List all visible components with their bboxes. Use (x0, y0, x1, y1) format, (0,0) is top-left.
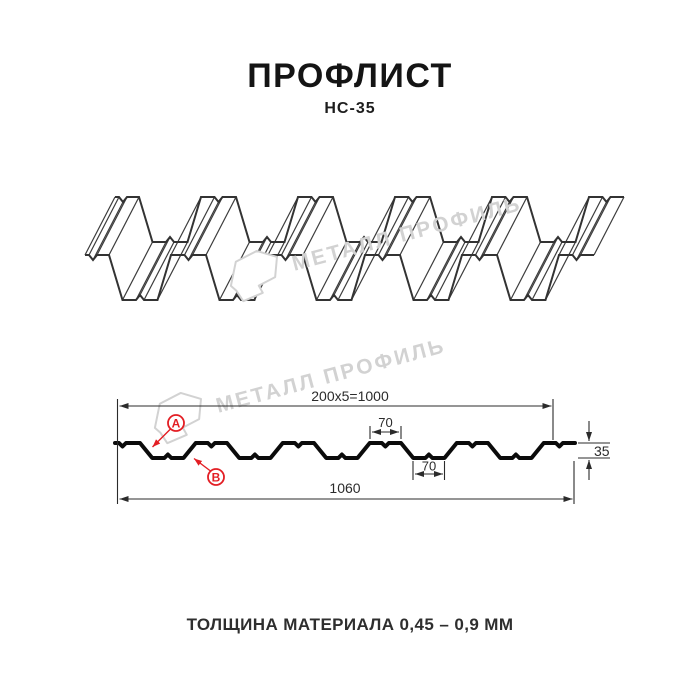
dim-cover-width-label: 200x5=1000 (311, 388, 389, 404)
dim-bottom-flange-label: 70 (422, 459, 436, 474)
marker-b-circle (207, 468, 225, 486)
dim-height-label: 35 (594, 443, 610, 459)
metall-profil-logo-icon (229, 249, 278, 303)
sheet-3d-view (84, 196, 625, 301)
side-markers: А В (152, 414, 225, 486)
marker-b-label: В (212, 471, 221, 485)
watermark-upper: МЕТАЛЛ ПРОФИЛЬ (220, 180, 528, 307)
material-thickness-caption: ТОЛЩИНА МАТЕРИАЛА 0,45 – 0,9 ММ (186, 615, 514, 634)
marker-a-label: А (172, 417, 181, 431)
dim-overall-width-label: 1060 (329, 480, 360, 496)
page-title: ПРОФЛИСТ (247, 57, 453, 95)
marker-a-circle (167, 414, 185, 432)
profile-code: НС-35 (324, 100, 376, 117)
dimension-labels: 200x5=1000 1060 70 70 35 (311, 388, 610, 496)
dim-top-flange-label: 70 (378, 415, 392, 430)
cross-section-profile (113, 441, 577, 460)
dimension-lines (116, 399, 610, 504)
